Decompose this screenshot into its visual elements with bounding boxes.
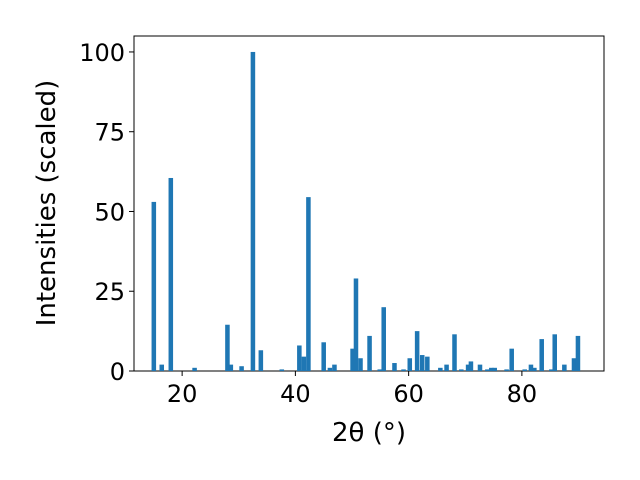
x-axis-ticks: 20 40 60 80 <box>167 371 537 408</box>
bar <box>504 369 509 371</box>
y-axis-ticks: 0 25 50 75 100 <box>79 39 134 386</box>
bar <box>528 364 534 371</box>
bar <box>552 334 557 371</box>
bar <box>468 361 474 371</box>
bar <box>539 339 544 371</box>
bar <box>438 367 443 371</box>
bar <box>492 367 497 371</box>
bar <box>425 356 430 371</box>
bar <box>465 364 471 371</box>
bar <box>297 345 302 371</box>
bar <box>459 369 464 371</box>
bar <box>239 366 244 371</box>
bar <box>575 335 581 371</box>
bar <box>549 369 554 371</box>
bar <box>279 369 285 371</box>
bar <box>192 367 197 371</box>
bar <box>353 278 359 371</box>
bars-group <box>151 51 581 371</box>
bar <box>358 358 363 371</box>
y-tick-label: 50 <box>94 198 125 226</box>
bar <box>332 364 337 371</box>
bar <box>367 335 372 371</box>
bar <box>250 51 256 371</box>
y-axis-label: Intensities (scaled) <box>32 80 62 327</box>
bar <box>444 364 449 371</box>
y-tick-label: 75 <box>94 119 125 147</box>
bar <box>228 364 234 371</box>
bar <box>485 369 490 371</box>
bar <box>301 356 307 371</box>
bar <box>350 348 355 371</box>
bar <box>258 350 264 371</box>
bar <box>509 348 514 371</box>
bar <box>419 355 425 371</box>
bar <box>489 367 494 371</box>
y-tick-label: 100 <box>79 39 125 67</box>
bar <box>159 364 165 371</box>
bar <box>168 177 174 371</box>
bar <box>562 364 567 371</box>
y-tick-label: 25 <box>94 278 125 306</box>
bar <box>532 367 537 371</box>
bar <box>477 364 483 371</box>
bar <box>327 367 333 371</box>
x-tick-label: 40 <box>280 380 311 408</box>
x-tick-label: 20 <box>167 380 198 408</box>
x-axis-label: 2θ (°) <box>332 418 406 448</box>
x-tick-label: 60 <box>393 380 424 408</box>
bar <box>522 369 527 371</box>
bar <box>407 358 413 371</box>
bar <box>151 201 157 371</box>
bar <box>571 358 577 371</box>
x-tick-label: 80 <box>507 380 538 408</box>
bar <box>414 331 420 371</box>
bar <box>401 369 406 371</box>
bar <box>321 342 326 371</box>
bar <box>377 369 383 371</box>
plot-frame <box>133 35 605 372</box>
bar <box>225 324 230 371</box>
y-tick-label: 0 <box>110 358 125 386</box>
bar <box>306 197 311 371</box>
bar <box>381 307 386 371</box>
plot-area: 20 40 60 80 0 25 50 75 100 <box>79 35 605 408</box>
bar <box>452 334 457 371</box>
bar <box>392 363 397 371</box>
